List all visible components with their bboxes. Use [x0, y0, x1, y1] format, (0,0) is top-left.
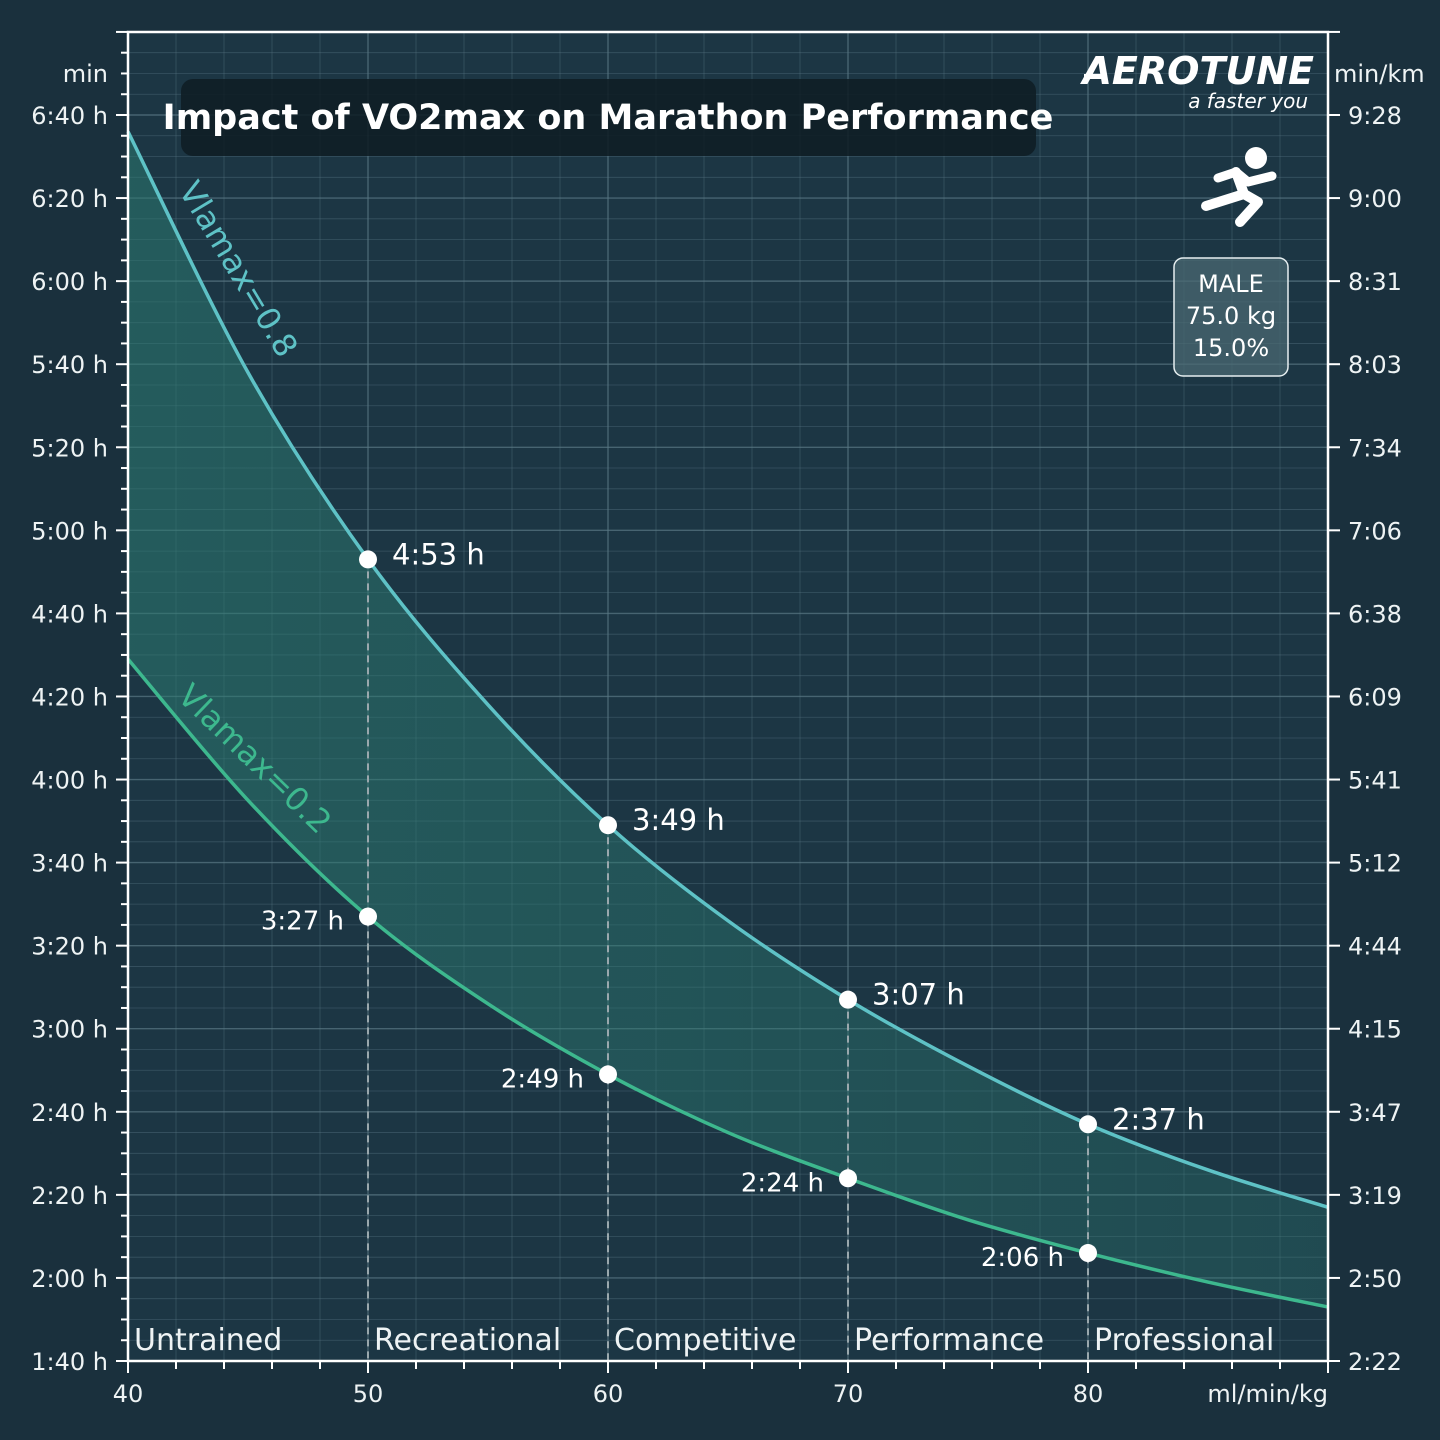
- y-tick-label-right: 9:28: [1348, 102, 1402, 130]
- x-tick-label: 40: [113, 1380, 144, 1408]
- category-label: Performance: [854, 1323, 1044, 1358]
- y-tick-label-right: 3:47: [1348, 1099, 1402, 1127]
- category-label: Professional: [1094, 1323, 1274, 1358]
- category-label: Competitive: [614, 1323, 796, 1358]
- data-point: [599, 816, 617, 835]
- y-tick-label-right: 5:41: [1348, 767, 1402, 795]
- profile-box: MALE 75.0 kg 15.0%: [1173, 257, 1289, 377]
- brand-logo: AEROTUNE a faster you: [1080, 49, 1315, 113]
- data-point: [359, 550, 377, 569]
- y-tick-label-left: 6:40 h: [31, 102, 108, 130]
- data-label: 4:53 h: [392, 537, 485, 571]
- curve-vlamax-0.2: [126, 657, 1329, 1309]
- y-tick-label-left: 2:00 h: [31, 1265, 108, 1293]
- chart-title: Impact of VO2max on Marathon Performance: [163, 98, 1054, 138]
- y-tick-label-right: 6:38: [1348, 600, 1402, 628]
- data-point: [839, 990, 857, 1009]
- title-background: [181, 79, 1036, 156]
- y-tick-label-left: 3:40 h: [31, 850, 108, 878]
- y-tick-label-left: 4:20 h: [31, 683, 108, 711]
- curve-vlamax-0.8: [126, 130, 1329, 1210]
- y-tick-label-left: 5:00 h: [31, 517, 108, 545]
- y-tick-label-right: 9:00: [1348, 185, 1402, 213]
- y-tick-label-right: 4:44: [1348, 933, 1402, 961]
- brand-tagline: a faster you: [1188, 89, 1308, 113]
- y-tick-label-left: 6:20 h: [31, 185, 108, 213]
- y-tick-label-left: 3:00 h: [31, 1016, 108, 1044]
- y-axis-unit-left: min: [63, 60, 108, 88]
- brand-name: AEROTUNE: [1080, 49, 1315, 93]
- y-tick-label-right: 2:50: [1348, 1265, 1402, 1293]
- y-tick-label-right: 2:22: [1348, 1348, 1402, 1376]
- axes: 40 50 60 70 80 1:40 h 2:22 2:00 h 2:50 2:20 h 3:19…: [31, 30, 1402, 1408]
- y-tick-label-right: 3:19: [1348, 1182, 1402, 1210]
- y-tick-label-left: 4:00 h: [31, 767, 108, 795]
- profile-weight: 75.0 kg: [1186, 302, 1276, 330]
- y-tick-label-right: 4:15: [1348, 1016, 1402, 1044]
- data-point: [1079, 1244, 1097, 1263]
- data-point: [839, 1169, 857, 1188]
- x-tick-label: 50: [353, 1380, 384, 1408]
- data-label: 3:07 h: [872, 978, 965, 1012]
- profile-fat: 15.0%: [1193, 334, 1269, 362]
- data-label: 2:49 h: [501, 1064, 584, 1094]
- data-point: [599, 1065, 617, 1084]
- data-label: 3:27 h: [261, 907, 344, 937]
- y-tick-label-right: 7:34: [1348, 434, 1402, 462]
- x-tick-label: 60: [593, 1380, 624, 1408]
- data-label: 2:37 h: [1112, 1102, 1205, 1136]
- markers: 4:53 h 3:49 h 3:07 h 2:37 h 3:27 h 2:49 h 2:24…: [261, 537, 1205, 1273]
- data-label: 2:06 h: [981, 1243, 1064, 1273]
- y-tick-label-right: 7:06: [1348, 517, 1402, 545]
- y-tick-label-left: 5:20 h: [31, 434, 108, 462]
- data-label: 3:49 h: [632, 803, 725, 837]
- running-person-icon: [1201, 147, 1277, 227]
- y-tick-label-left: 2:20 h: [31, 1182, 108, 1210]
- x-tick-label: 70: [833, 1380, 864, 1408]
- category-label: Untrained: [134, 1323, 282, 1358]
- y-tick-label-left: 6:00 h: [31, 268, 108, 296]
- profile-sex: MALE: [1198, 270, 1264, 298]
- x-tick-label: 80: [1073, 1380, 1104, 1408]
- y-tick-label-left: 4:40 h: [31, 600, 108, 628]
- y-tick-label-left: 2:40 h: [31, 1099, 108, 1127]
- category-label: Recreational: [374, 1323, 561, 1358]
- data-label: 2:24 h: [741, 1168, 824, 1198]
- x-axis-label: ml/min/kg: [1207, 1380, 1328, 1408]
- y-tick-label-left: 3:20 h: [31, 933, 108, 961]
- y-tick-label-right: 8:31: [1348, 268, 1402, 296]
- y-tick-label-left: 5:40 h: [31, 351, 108, 379]
- y-tick-label-right: 6:09: [1348, 683, 1402, 711]
- y-tick-label-right: 5:12: [1348, 850, 1402, 878]
- y-tick-label-left: 1:40 h: [31, 1348, 108, 1376]
- y-tick-label-right: 8:03: [1348, 351, 1402, 379]
- data-point: [359, 907, 377, 926]
- y-axis-unit-right: min/km: [1334, 60, 1425, 88]
- data-point: [1079, 1115, 1097, 1134]
